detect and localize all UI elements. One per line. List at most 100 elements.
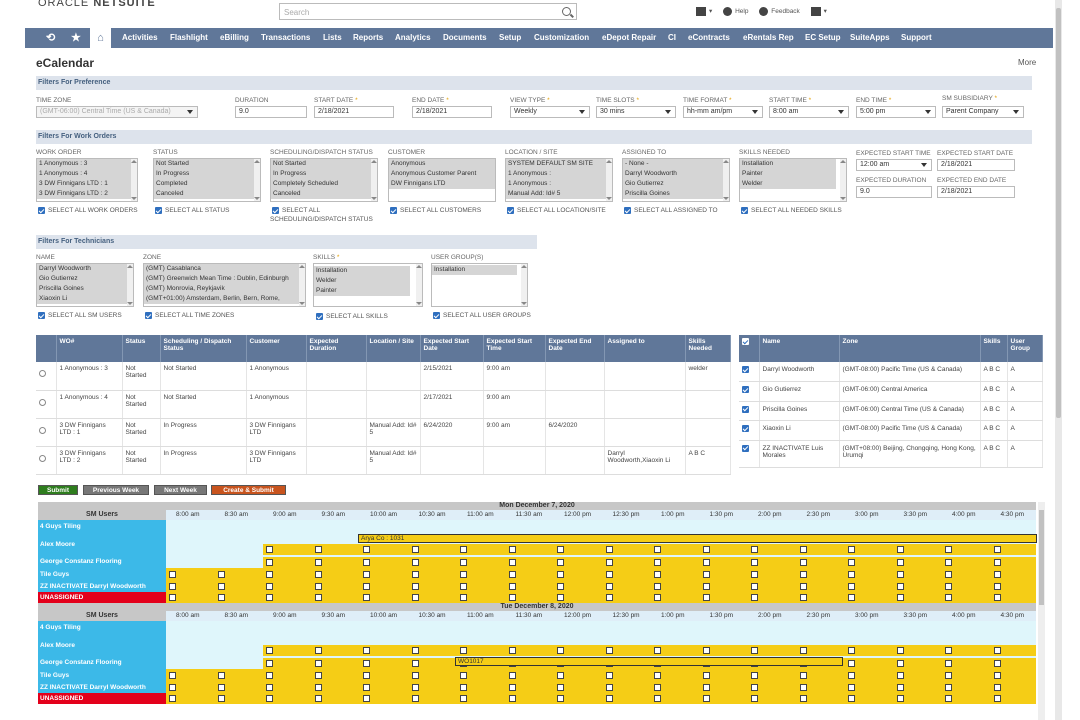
time-slot-checkbox[interactable] xyxy=(363,695,370,702)
header-skills[interactable]: Skills xyxy=(980,335,1008,362)
time-slot-checkbox[interactable] xyxy=(799,559,807,566)
time-slot-checkbox[interactable] xyxy=(799,594,807,601)
select-all-location[interactable]: SELECT ALL LOCATION/SITE xyxy=(507,207,606,215)
time-slot-checkbox[interactable] xyxy=(848,546,855,553)
time-slot-checkbox[interactable] xyxy=(169,583,176,590)
time-slot-checkbox[interactable] xyxy=(557,672,564,679)
create-submit-button[interactable]: Create & Submit xyxy=(211,485,286,495)
radio-button[interactable] xyxy=(39,454,46,462)
list-item[interactable]: 1 Anonymous : 3 xyxy=(37,159,137,169)
list-item[interactable]: (GMT) Greenwich Mean Time : Dublin, Edin… xyxy=(144,274,305,284)
list-item[interactable]: - None - xyxy=(623,159,729,169)
time-slot-checkbox[interactable] xyxy=(605,594,613,601)
list-item[interactable]: (GMT) Monrovia, Reykjavik xyxy=(144,284,305,294)
netsuite-logo[interactable]: ORACLE NETSUITE xyxy=(38,0,156,9)
time-slot-checkbox[interactable] xyxy=(702,571,710,578)
nav-setup[interactable]: Setup xyxy=(499,33,522,42)
time-slot-checkbox[interactable] xyxy=(751,672,758,679)
time-slot-checkbox[interactable] xyxy=(799,672,807,679)
time-slot-checkbox[interactable] xyxy=(751,546,758,553)
scheduled-event[interactable]: Arya Co : 1031 xyxy=(358,534,1037,543)
time-slot-checkbox[interactable] xyxy=(411,660,419,667)
nav-activities[interactable]: Activities xyxy=(122,33,158,42)
row-checkbox[interactable] xyxy=(739,420,760,441)
time-slot-checkbox[interactable] xyxy=(314,559,322,566)
feedback-link[interactable]: Feedback xyxy=(759,7,800,16)
list-scrollbar[interactable] xyxy=(416,264,422,306)
nav-ec-setup[interactable]: EC Setup xyxy=(805,33,841,42)
list-scrollbar[interactable] xyxy=(371,159,377,201)
table-row[interactable]: Darryl Woodworth (GMT-08:00) Pacific Time… xyxy=(739,362,1043,382)
header-select-all[interactable] xyxy=(739,335,760,362)
time-slot-checkbox[interactable] xyxy=(411,571,419,578)
nav-documents[interactable]: Documents xyxy=(443,33,487,42)
select-all-skills[interactable]: SELECT ALL SKILLS xyxy=(316,313,388,321)
time-slot-checkbox[interactable] xyxy=(314,660,322,667)
row-radio[interactable] xyxy=(36,362,57,391)
time-slot-checkbox[interactable] xyxy=(266,672,273,679)
time-slot-checkbox[interactable] xyxy=(848,559,855,566)
time-slot-checkbox[interactable] xyxy=(411,684,419,691)
time-slot-checkbox[interactable] xyxy=(702,559,710,566)
list-item[interactable]: 1 Anonymous : xyxy=(506,169,612,179)
table-row[interactable]: 3 DW Finnigans LTD : 1 Not Started In Prog… xyxy=(36,418,731,447)
location-list[interactable]: SYSTEM DEFAULT SM SITE 1 Anonymous : 1 A… xyxy=(505,158,613,202)
time-slot-checkbox[interactable] xyxy=(896,583,904,590)
time-slot-checkbox[interactable] xyxy=(945,660,952,667)
time-slot-checkbox[interactable] xyxy=(751,647,758,654)
nav-ci[interactable]: CI xyxy=(668,33,676,42)
header-customer[interactable]: Customer xyxy=(246,335,307,362)
start-date-input[interactable]: 2/18/2021 xyxy=(314,106,394,118)
time-slot-checkbox[interactable] xyxy=(557,594,564,601)
checkbox[interactable] xyxy=(742,386,749,393)
checkbox[interactable] xyxy=(742,366,749,373)
list-item[interactable]: 1 Anonymous : xyxy=(506,179,612,189)
time-slot-checkbox[interactable] xyxy=(411,546,419,553)
row-checkbox[interactable] xyxy=(739,381,760,402)
expected-duration-input[interactable]: 9.0 xyxy=(856,186,932,198)
time-slot-checkbox[interactable] xyxy=(508,647,516,654)
time-slot-checkbox[interactable] xyxy=(751,583,758,590)
time-slot-checkbox[interactable] xyxy=(799,583,807,590)
time-slot-checkbox[interactable] xyxy=(557,684,564,691)
time-slot-checkbox[interactable] xyxy=(848,647,855,654)
time-slot-checkbox[interactable] xyxy=(460,647,467,654)
checkbox[interactable] xyxy=(742,425,749,432)
nav-customization[interactable]: Customization xyxy=(534,33,590,42)
time-slot-checkbox[interactable] xyxy=(363,546,370,553)
time-slot-checkbox[interactable] xyxy=(702,684,710,691)
row-checkbox[interactable] xyxy=(739,401,760,421)
user-menu[interactable]: ▾ xyxy=(810,7,827,16)
time-slot-checkbox[interactable] xyxy=(266,594,273,601)
list-item[interactable]: Not Started xyxy=(271,159,377,169)
nav-flashlight[interactable]: Flashlight xyxy=(170,33,208,42)
time-slot-checkbox[interactable] xyxy=(993,684,1001,691)
time-slot-checkbox[interactable] xyxy=(460,571,467,578)
time-slot-checkbox[interactable] xyxy=(896,571,904,578)
list-item[interactable]: 1 Anonymous : 4 xyxy=(37,169,137,179)
time-slot-checkbox[interactable] xyxy=(654,672,661,679)
time-slot-checkbox[interactable] xyxy=(169,594,176,601)
select-all-user-groups[interactable]: SELECT ALL USER GROUPS xyxy=(433,312,531,320)
time-slot-checkbox[interactable] xyxy=(896,546,904,553)
time-slot-checkbox[interactable] xyxy=(460,559,467,566)
time-slot-checkbox[interactable] xyxy=(945,695,952,702)
header-start-date[interactable]: Expected Start Date xyxy=(420,335,484,362)
time-slot-checkbox[interactable] xyxy=(993,559,1001,566)
time-slot-checkbox[interactable] xyxy=(314,583,322,590)
work-order-list[interactable]: 1 Anonymous : 3 1 Anonymous : 4 3 DW Fin… xyxy=(36,158,138,202)
time-slot-checkbox[interactable] xyxy=(702,583,710,590)
table-row[interactable]: Priscilla Goines (GMT-06:00) Central Time… xyxy=(739,401,1043,421)
list-item[interactable]: Manual Add: Id# 5 xyxy=(506,189,612,199)
time-slot-checkbox[interactable] xyxy=(169,571,176,578)
row-checkbox[interactable] xyxy=(739,440,760,468)
list-item[interactable]: Painter xyxy=(740,169,836,179)
nav-lists[interactable]: Lists xyxy=(323,33,342,42)
time-slot-checkbox[interactable] xyxy=(508,559,516,566)
time-slot-checkbox[interactable] xyxy=(266,559,273,566)
checkbox[interactable] xyxy=(742,444,749,452)
time-slot-checkbox[interactable] xyxy=(508,672,516,679)
page-scrollbar-thumb[interactable] xyxy=(1056,8,1061,418)
list-item[interactable]: (GMT+01:00) Amsterdam, Berlin, Bern, Rom… xyxy=(144,294,305,304)
start-time-select[interactable]: 8:00 am xyxy=(769,106,849,118)
